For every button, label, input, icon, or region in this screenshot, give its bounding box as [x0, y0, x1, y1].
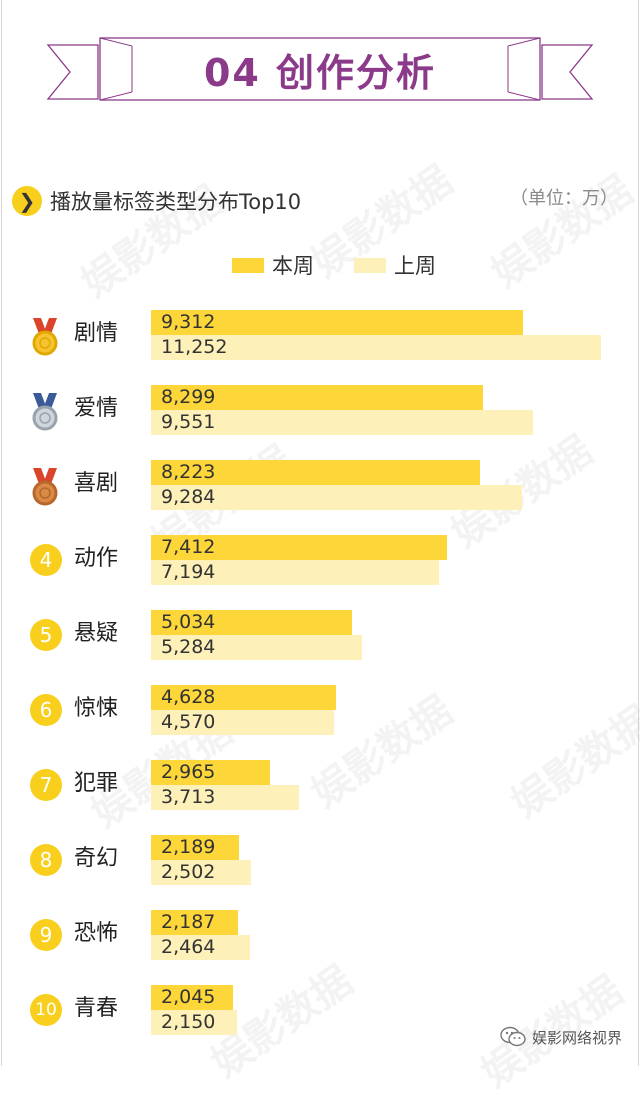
legend-label-previous: 上周: [394, 254, 436, 278]
rank-badge: 8: [30, 844, 62, 876]
bar-previous-week: [151, 935, 250, 960]
banner-ribbon-icon: [46, 37, 594, 101]
bar-value-label: 9,284: [161, 486, 216, 508]
section-heading: ❯ 播放量标签类型分布Top10: [12, 185, 301, 217]
chart-title: 播放量标签类型分布Top10: [50, 190, 302, 214]
chart-row: 7 犯罪 2,965 3,713: [0, 760, 640, 810]
bronze-medal-icon: [32, 468, 58, 506]
bar-previous-week: [151, 635, 362, 660]
category-label: 悬疑: [74, 621, 119, 646]
bar-value-label: 5,284: [161, 636, 216, 658]
footer-account: 娱影网络视界: [500, 1026, 622, 1048]
bar-value-label: 8,223: [161, 461, 216, 483]
bar-previous-week: [151, 785, 299, 810]
footer-account-name: 娱影网络视界: [531, 1028, 622, 1047]
left-frame-line: [1, 0, 2, 1066]
bar-value-label: 2,045: [161, 986, 216, 1008]
gold-medal-icon: [32, 318, 58, 356]
legend-swatch-current: [232, 257, 264, 273]
chart-row: 5 悬疑 5,034 5,284: [0, 610, 640, 660]
bar-previous-week: [151, 710, 334, 735]
bar-value-label: 9,312: [161, 311, 216, 333]
bar-value-label: 7,194: [161, 561, 216, 583]
bar-value-label: 9,551: [161, 411, 216, 433]
chart-row: 6 惊悚 4,628 4,570: [0, 685, 640, 735]
chart-row: 喜剧 8,223 9,284: [0, 460, 640, 510]
bar-current-week: [151, 910, 238, 935]
legend-item-current: 本周: [232, 250, 314, 280]
bar-value-label: 3,713: [161, 786, 216, 808]
category-label: 动作: [74, 546, 119, 571]
chart-row: 剧情 9,312 11,252: [0, 310, 640, 360]
category-label: 喜剧: [74, 471, 119, 496]
rank-badge: 7: [30, 769, 62, 801]
bar-value-label: 4,628: [161, 686, 216, 708]
bar-previous-week: [151, 860, 251, 885]
bar-previous-week: [151, 485, 522, 510]
rank-badge: 10: [30, 994, 62, 1026]
silver-medal-icon: [32, 393, 58, 431]
bar-value-label: 2,502: [161, 861, 216, 883]
chart-row: 爱情 8,299 9,551: [0, 385, 640, 435]
chart-row: 9 恐怖 2,187 2,464: [0, 910, 640, 960]
bar-value-label: 4,570: [161, 711, 216, 733]
bar-current-week: [151, 535, 447, 560]
page-title: 04 创作分析: [203, 50, 437, 95]
bar-value-label: 7,412: [161, 536, 216, 558]
chart-row: 8 奇幻 2,189 2,502: [0, 835, 640, 885]
bar-current-week: [151, 760, 270, 785]
bar-previous-week: [151, 1010, 237, 1035]
category-label: 剧情: [74, 321, 119, 346]
bar-current-week: [151, 385, 483, 410]
bar-value-label: 2,965: [161, 761, 216, 783]
unit-label: （单位：万）: [510, 188, 618, 209]
bar-value-label: 11,252: [161, 336, 228, 358]
rank-badge: 9: [30, 919, 62, 951]
category-label: 爱情: [74, 396, 119, 421]
bar-previous-week: [151, 560, 439, 585]
rank-badge: 6: [30, 694, 62, 726]
bar-current-week: [151, 460, 480, 485]
bar-current-week: [151, 685, 336, 710]
bar-current-week: [151, 610, 352, 635]
category-label: 犯罪: [74, 771, 119, 796]
chart-row: 10 青春 2,045 2,150: [0, 985, 640, 1035]
category-label: 惊悚: [74, 696, 119, 721]
bar-chart: 剧情 9,312 11,252 爱情 8,299 9,551 喜剧 8,223 9,284 4 动作…: [0, 310, 640, 1035]
bar-value-label: 2,189: [161, 836, 216, 858]
bar-value-label: 2,150: [161, 1011, 216, 1033]
chevron-right-icon: ❯: [12, 186, 42, 216]
wechat-icon: [500, 1026, 526, 1047]
header-banner: 04 创作分析: [0, 0, 640, 120]
rank-badge: 4: [30, 544, 62, 576]
category-label: 奇幻: [74, 846, 119, 871]
bar-value-label: 2,464: [161, 936, 216, 958]
bar-current-week: [151, 835, 239, 860]
bar-value-label: 2,187: [161, 911, 216, 933]
bar-previous-week: [151, 335, 601, 360]
legend-item-previous: 上周: [354, 250, 436, 280]
legend-label-current: 本周: [272, 254, 314, 278]
right-frame-line: [638, 0, 639, 1066]
legend-swatch-previous: [354, 257, 386, 273]
bar-current-week: [151, 310, 523, 335]
bar-previous-week: [151, 410, 533, 435]
rank-badge: 5: [30, 619, 62, 651]
chart-row: 4 动作 7,412 7,194: [0, 535, 640, 585]
bar-current-week: [151, 985, 233, 1010]
category-label: 恐怖: [74, 921, 119, 946]
category-label: 青春: [74, 996, 119, 1021]
bar-value-label: 5,034: [161, 611, 216, 633]
bar-value-label: 8,299: [161, 386, 216, 408]
legend: 本周 上周: [0, 250, 640, 280]
